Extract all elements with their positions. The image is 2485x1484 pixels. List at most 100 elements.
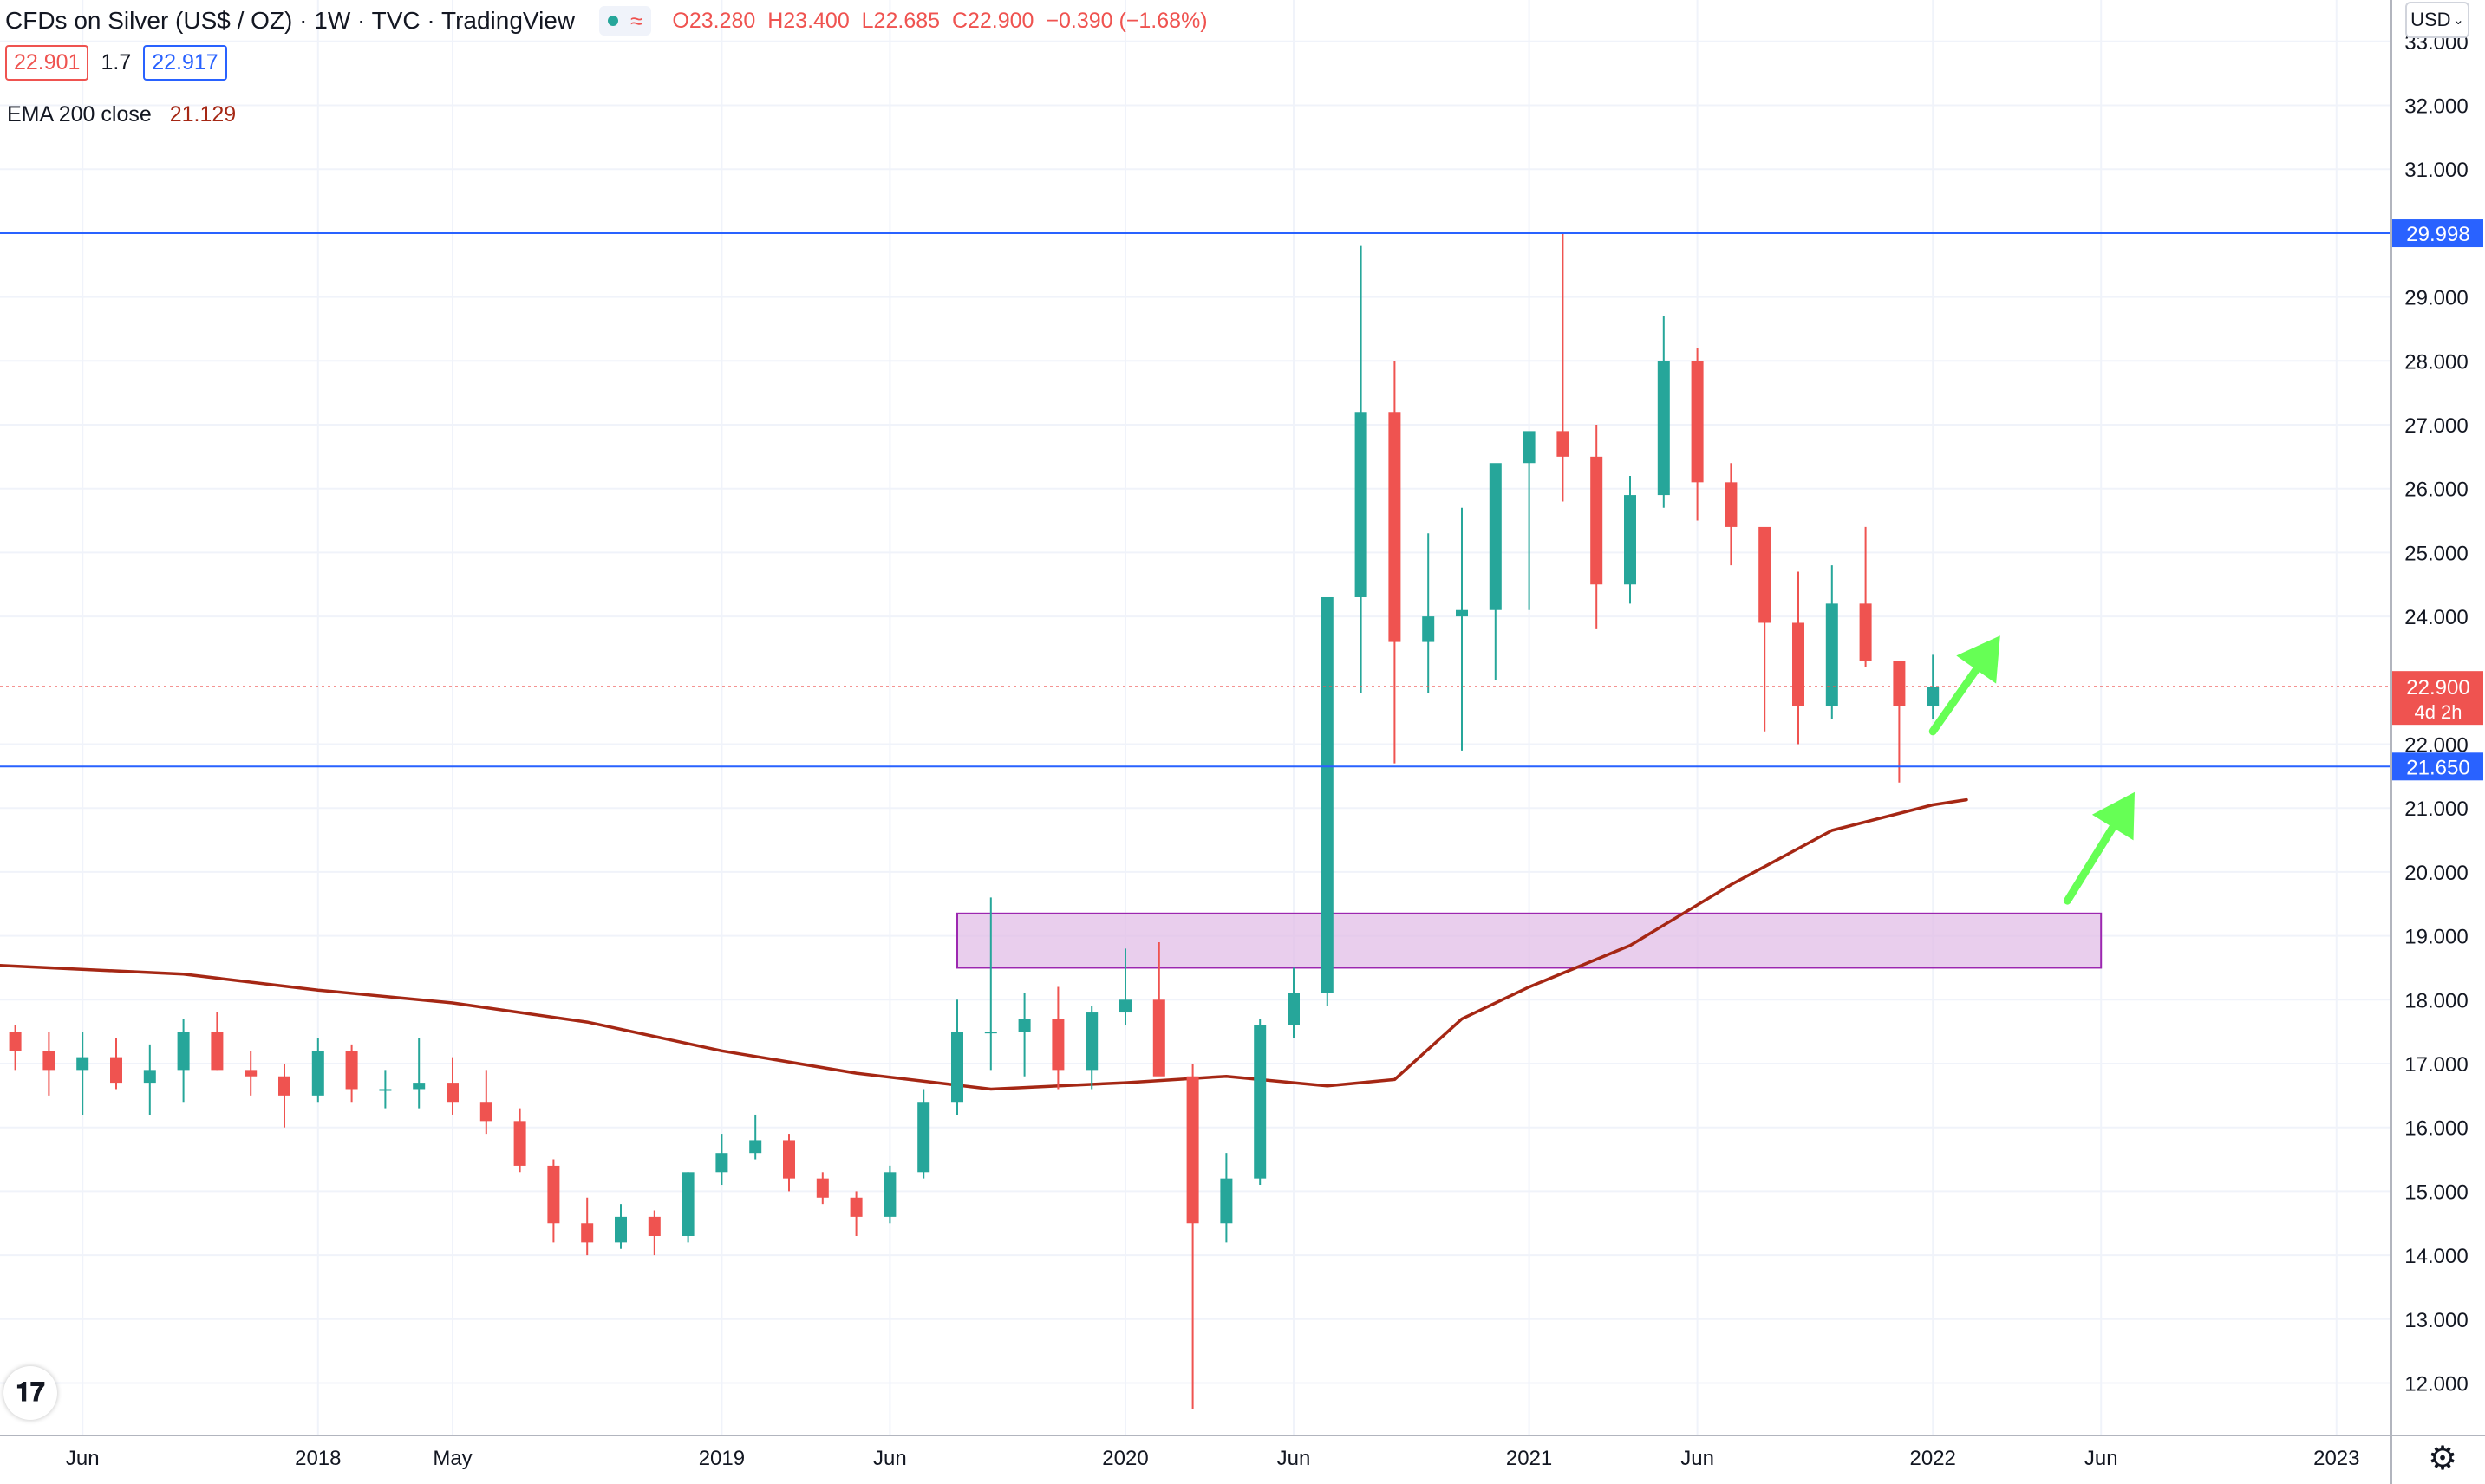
candle[interactable] (1556, 232, 1569, 502)
ema-200-line[interactable] (0, 797, 1968, 1091)
candle-body (1254, 1025, 1267, 1179)
ema-200-line-layer (0, 797, 1968, 1091)
candle-body (76, 1057, 89, 1071)
market-status[interactable]: ≈ (599, 6, 652, 36)
candle[interactable] (783, 1134, 795, 1192)
support-zone-rect[interactable] (956, 912, 2103, 969)
candle[interactable] (951, 999, 963, 1115)
candle[interactable] (1927, 654, 1940, 719)
candle[interactable] (211, 1012, 224, 1071)
candle[interactable] (513, 1108, 526, 1173)
candle[interactable] (816, 1172, 829, 1205)
close-value: C22.900 (951, 8, 1034, 33)
candle-body (278, 1076, 290, 1096)
arrow-head (1956, 635, 2000, 684)
candle[interactable] (1523, 431, 1536, 610)
candle[interactable] (1758, 526, 1771, 732)
candle[interactable] (1321, 596, 1334, 1006)
candle[interactable] (1254, 1019, 1267, 1186)
candle[interactable] (1086, 1006, 1099, 1090)
candle[interactable] (42, 1032, 55, 1096)
arrows-layer[interactable] (1928, 635, 2135, 905)
candle[interactable] (479, 1070, 492, 1135)
candle[interactable] (1388, 361, 1401, 764)
gear-icon[interactable]: ⚙ (2428, 1439, 2457, 1478)
candle[interactable] (1052, 986, 1065, 1090)
candle[interactable] (749, 1114, 762, 1160)
currency-button[interactable]: USD ⌄ (2405, 2, 2469, 38)
last-price-label: 22.900 (2406, 676, 2469, 700)
candle[interactable] (413, 1038, 426, 1109)
candle-body (1388, 412, 1401, 642)
candle[interactable] (1725, 463, 1738, 566)
candle-body (850, 1197, 863, 1217)
candle[interactable] (143, 1044, 156, 1115)
candle[interactable] (447, 1057, 459, 1115)
candle[interactable] (177, 1019, 190, 1103)
candle[interactable] (278, 1064, 290, 1128)
candle[interactable] (1186, 1064, 1199, 1409)
candle[interactable] (1893, 661, 1906, 783)
buy-button[interactable]: 22.917 (143, 45, 227, 81)
candle[interactable] (1657, 316, 1670, 508)
candle[interactable] (1119, 948, 1132, 1025)
price-tick-label: 29.000 (2404, 287, 2468, 310)
low-value: L22.685 (861, 8, 941, 33)
indicator-value: 21.129 (169, 102, 237, 127)
candle[interactable] (917, 1089, 930, 1179)
candle-body (311, 1051, 324, 1096)
candle-body (1119, 999, 1132, 1013)
candle[interactable] (648, 1210, 661, 1256)
candle[interactable] (1590, 425, 1603, 629)
candle[interactable] (110, 1038, 122, 1090)
level-label-box (2391, 219, 2483, 248)
candle-body (447, 1083, 459, 1103)
symbol-title[interactable]: CFDs on Silver (US$ / OZ) · 1W · TVC · T… (5, 7, 576, 34)
candle[interactable] (76, 1032, 89, 1115)
candle-body (1590, 456, 1603, 585)
candle[interactable] (1018, 993, 1031, 1077)
candle[interactable] (1792, 571, 1804, 745)
sell-button[interactable]: 22.901 (5, 45, 89, 81)
candle[interactable] (1489, 463, 1502, 680)
trade-panel: 22.901 1.7 22.917 (5, 45, 227, 81)
candle-body (1321, 596, 1334, 993)
candle[interactable] (850, 1191, 863, 1236)
candle[interactable] (547, 1159, 560, 1243)
tradingview-logo-icon[interactable]: 𝟏𝟕 (3, 1366, 57, 1420)
candle[interactable] (379, 1070, 392, 1109)
candle[interactable] (1354, 245, 1367, 693)
candle-body (1422, 616, 1435, 642)
candle-body (1859, 603, 1872, 661)
high-value: H23.400 (767, 8, 850, 33)
green-arrow[interactable] (1928, 635, 2000, 736)
candle[interactable] (682, 1172, 695, 1243)
candles-layer[interactable] (0, 232, 1940, 1409)
open-value: O23.280 (672, 8, 756, 33)
candle[interactable] (1825, 565, 1838, 719)
candle[interactable] (1456, 507, 1468, 751)
candle[interactable] (1624, 475, 1636, 604)
candle[interactable] (581, 1197, 594, 1256)
indicator-legend[interactable]: EMA 200 close 21.129 (7, 102, 236, 127)
candle[interactable] (9, 1025, 22, 1071)
candle[interactable] (345, 1044, 358, 1103)
candle[interactable] (884, 1165, 897, 1224)
candle[interactable] (1422, 533, 1435, 693)
candle[interactable] (615, 1204, 627, 1249)
candle[interactable] (1152, 941, 1165, 1077)
candle[interactable] (311, 1038, 324, 1103)
level-label: 21.650 (2406, 756, 2469, 779)
candle[interactable] (715, 1134, 728, 1186)
candle[interactable] (1859, 526, 1872, 668)
green-arrow[interactable] (2063, 791, 2135, 905)
candle-body (1186, 1076, 1199, 1224)
candle[interactable] (1288, 967, 1300, 1038)
candle[interactable] (984, 897, 997, 1071)
candle[interactable] (1220, 1153, 1233, 1243)
candle[interactable] (245, 1051, 258, 1096)
candle[interactable] (1691, 348, 1704, 521)
